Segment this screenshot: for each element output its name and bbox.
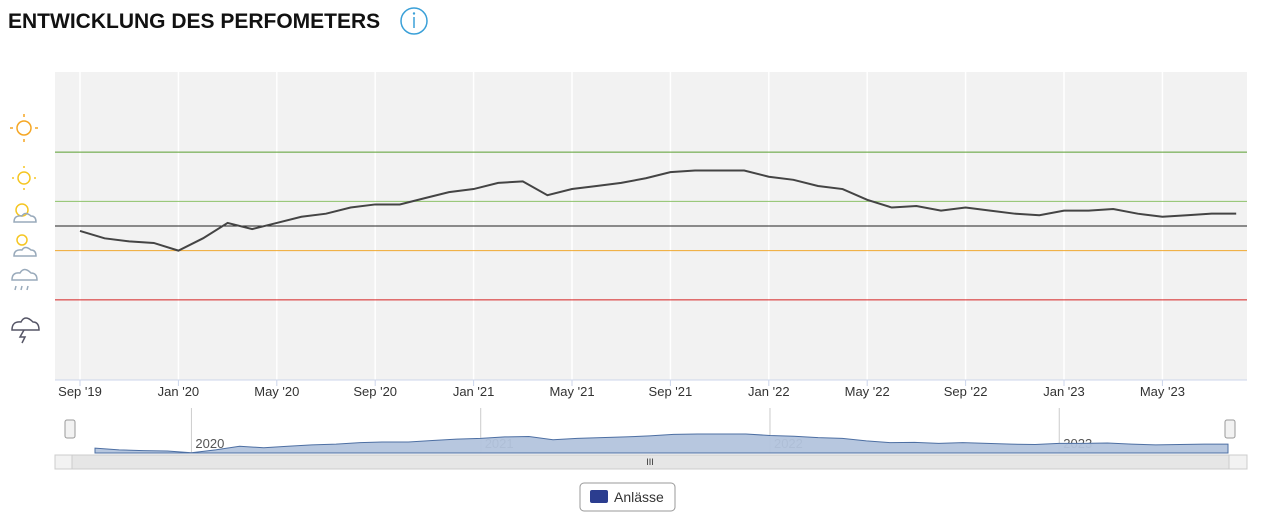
legend-swatch — [590, 490, 608, 503]
info-icon[interactable] — [400, 7, 428, 35]
navigator-handle[interactable] — [64, 419, 76, 439]
navigator-area — [94, 433, 1229, 454]
main-chart: Sep '19 Jan '20 May '20 Sep '20 Jan '21 May '… — [55, 72, 1247, 399]
x-tick-label: Jan '20 — [158, 384, 200, 399]
data-line — [79, 169, 1237, 252]
navigator-handle[interactable] — [1224, 419, 1236, 439]
x-tick-label: Sep '20 — [353, 384, 397, 399]
x-tick-label: May '23 — [1140, 384, 1185, 399]
x-tick-label: Jan '22 — [748, 384, 790, 399]
scrollbar-thumb[interactable] — [71, 454, 1230, 470]
x-tick-label: Jan '23 — [1043, 384, 1085, 399]
navigator-label: 2020 — [195, 436, 224, 451]
chart-title: ENTWICKLUNG DES PERFOMETERS — [8, 10, 380, 33]
legend-label: Anlässe — [614, 489, 664, 505]
x-tick-label: Sep '21 — [649, 384, 693, 399]
x-tick-label: May '20 — [254, 384, 299, 399]
x-tick-label: May '21 — [549, 384, 594, 399]
weather-icons — [10, 114, 40, 344]
x-tick-label: Sep '22 — [944, 384, 988, 399]
x-tick-label: Jan '21 — [453, 384, 495, 399]
x-tick-label: Sep '19 — [58, 384, 102, 399]
scrollbar-grip: III — [646, 457, 654, 467]
x-tick-label: May '22 — [845, 384, 890, 399]
